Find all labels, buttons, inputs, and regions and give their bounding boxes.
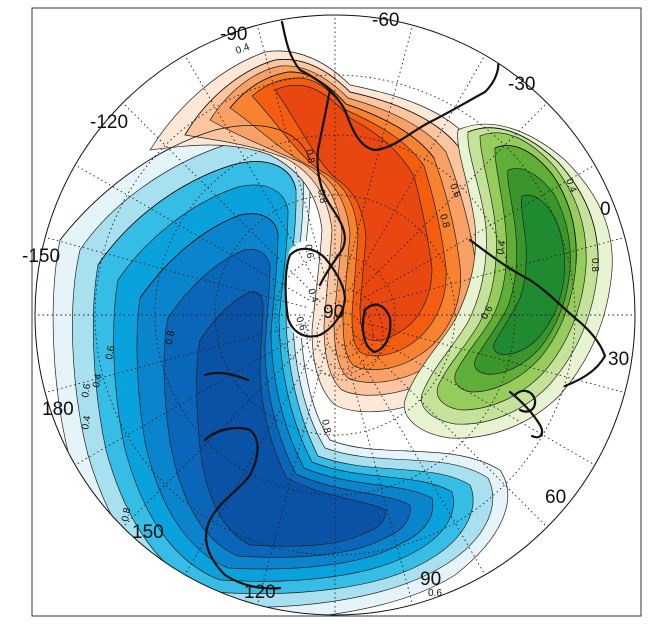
coastline-north-africa	[508, 390, 544, 439]
contour-label: 0.4	[234, 42, 251, 57]
lon-label: 150	[132, 522, 164, 543]
meridian-line	[355, 335, 548, 528]
coastline-central	[316, 88, 347, 287]
lon-label: -90	[220, 24, 247, 45]
meridian-line	[349, 340, 486, 576]
contour-label: 0.8	[589, 258, 600, 272]
contour-labels: 0.4 0.8 0.8 0.6 0.8 0.6 0.4 0.4 0.8 0.6 …	[80, 42, 600, 599]
contour-label: 0.8	[315, 189, 328, 205]
meridian-line	[342, 343, 414, 605]
coastline-america	[280, 20, 500, 152]
meridian-line	[363, 236, 625, 308]
contour-label: 0.4	[305, 287, 320, 304]
contour-lines	[59, 58, 599, 299]
contour-label: 0.6	[104, 344, 117, 360]
map-outline	[34, 14, 636, 616]
meridian-line	[74, 164, 310, 301]
lon-label: -30	[508, 74, 535, 95]
coastline-europe	[468, 238, 607, 388]
pole-label: 90	[323, 302, 344, 323]
lon-label: 120	[244, 582, 276, 603]
contour-label: 0.4	[495, 239, 508, 255]
meridian-line	[45, 322, 307, 394]
contour-label: 0.6	[447, 182, 462, 199]
lon-label: -120	[90, 112, 128, 133]
meridian-line	[256, 25, 328, 287]
meridian-line	[184, 340, 321, 576]
contour-label: 0.8	[437, 213, 451, 230]
map-disk	[35, 15, 635, 615]
meridian-line	[122, 102, 315, 295]
meridian-line	[74, 329, 310, 466]
contour-label: 0.6	[428, 588, 442, 599]
contour-label: 0.6	[302, 244, 315, 260]
meridian-line	[349, 54, 486, 290]
contour-label: 0.8	[120, 506, 133, 522]
lon-label: 30	[608, 349, 629, 370]
meridian-line	[45, 236, 307, 308]
coastline-greenland	[284, 247, 347, 338]
meridian-line	[355, 102, 548, 295]
plot-border	[31, 7, 642, 617]
lon-label: -150	[22, 246, 60, 267]
lon-label: 0	[600, 199, 611, 220]
blue-pattern	[52, 125, 509, 615]
contour-label: 0.6	[293, 315, 308, 332]
lon-label: -60	[372, 10, 399, 31]
contour-label: 0.6	[80, 382, 93, 398]
coastline-asia	[203, 371, 282, 590]
contour-label: 0.4	[563, 177, 578, 194]
contour-label: 0.8	[303, 149, 316, 165]
contour-label: 0.4	[91, 372, 104, 388]
contour-label: 0.4	[80, 414, 93, 430]
meridian-line	[360, 329, 596, 466]
coastline-scandinavia	[513, 389, 537, 413]
meridian-line	[363, 322, 625, 394]
contour-label: 0.8	[319, 419, 332, 435]
lon-label: 180	[42, 399, 74, 420]
green-level-6	[493, 194, 565, 355]
lon-label: 90	[420, 569, 441, 590]
coastline-canada-islands	[361, 303, 392, 354]
green-pattern	[403, 123, 613, 439]
meridian-line	[256, 343, 328, 605]
coastlines	[203, 20, 607, 590]
longitude-labels: -90 -60 -30 0 30 60 90 120 150 180 -150 …	[22, 10, 629, 603]
meridian-line	[360, 164, 596, 301]
meridian-line	[342, 25, 414, 287]
lon-label: 60	[545, 487, 566, 508]
contour-label: 0.8	[164, 329, 177, 345]
